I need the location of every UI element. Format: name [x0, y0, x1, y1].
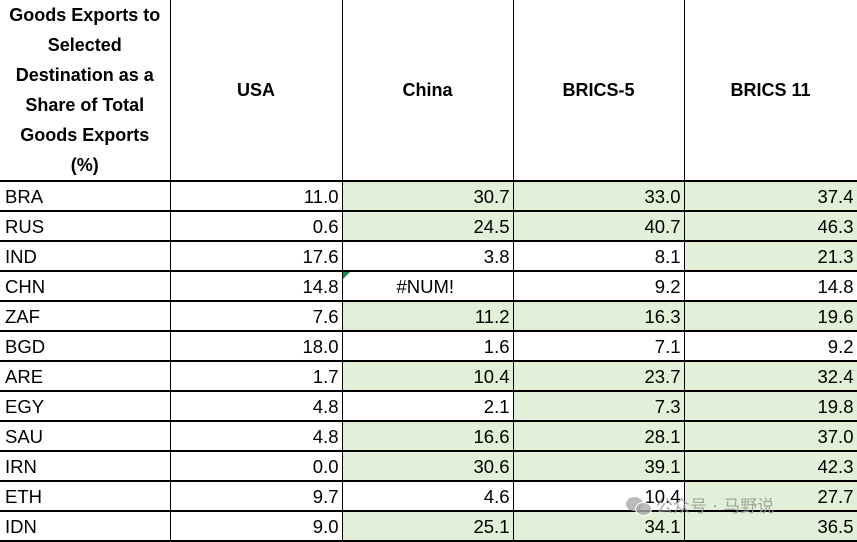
value-cell: 16.6: [342, 421, 514, 452]
value-cell: 21.3: [684, 241, 857, 272]
value-cell: 32.4: [684, 361, 857, 392]
table-row: IND 17.6 3.8 8.1 21.3: [0, 241, 857, 272]
value-cell: 18.0: [170, 331, 343, 362]
value-cell: 7.6: [170, 301, 343, 332]
value-cell: 10.4: [342, 361, 514, 392]
country-code-cell: ETH: [0, 481, 171, 512]
country-code-cell: IRN: [0, 451, 171, 482]
header-line: Destination as a: [15, 65, 154, 85]
table-row: ETH 9.7 4.6 10.4 27.7: [0, 481, 857, 512]
value-cell: 4.8: [170, 421, 343, 452]
country-code-cell: ARE: [0, 361, 171, 392]
value-cell: 0.0: [170, 451, 343, 482]
country-code-cell: RUS: [0, 211, 171, 242]
header-line: Selected: [47, 35, 122, 55]
country-code-cell: BRA: [0, 181, 171, 212]
country-code-cell: EGY: [0, 391, 171, 422]
value-cell: 0.6: [170, 211, 343, 242]
value-cell: 23.7: [513, 361, 685, 392]
column-header-brics-11: BRICS 11: [684, 0, 857, 182]
value-cell: 7.3: [513, 391, 685, 422]
value-cell: 30.6: [342, 451, 514, 482]
value-cell: 42.3: [684, 451, 857, 482]
value-cell: 11.2: [342, 301, 514, 332]
value-cell: 1.7: [170, 361, 343, 392]
value-cell: 17.6: [170, 241, 343, 272]
table-row: BGD 18.0 1.6 7.1 9.2: [0, 331, 857, 362]
table-row: IRN 0.0 30.6 39.1 42.3: [0, 451, 857, 482]
value-cell: 39.1: [513, 451, 685, 482]
header-line: Goods Exports: [20, 125, 150, 145]
value-cell: 37.4: [684, 181, 857, 212]
value-cell: 9.2: [684, 331, 857, 362]
table-row: BRA 11.0 30.7 33.0 37.4: [0, 181, 857, 212]
header-line: Goods Exports to: [9, 5, 161, 25]
table-row: CHN 14.8 #NUM! 9.2 14.8: [0, 271, 857, 302]
header-row: Goods Exports to Selected Destination as…: [0, 0, 857, 182]
value-cell: 14.8: [684, 271, 857, 302]
table-row: ARE 1.7 10.4 23.7 32.4: [0, 361, 857, 392]
value-cell: 30.7: [342, 181, 514, 212]
table-row: RUS 0.6 24.5 40.7 46.3: [0, 211, 857, 242]
error-value-cell: #NUM!: [342, 271, 514, 302]
value-cell: 25.1: [342, 511, 514, 542]
table-row: EGY 4.8 2.1 7.3 19.8: [0, 391, 857, 422]
value-cell: 9.2: [513, 271, 685, 302]
country-code-cell: IDN: [0, 511, 171, 542]
table-row: SAU 4.8 16.6 28.1 37.0: [0, 421, 857, 452]
value-cell: 9.7: [170, 481, 343, 512]
value-cell: 24.5: [342, 211, 514, 242]
error-value-text: #NUM!: [396, 276, 455, 297]
value-cell: 37.0: [684, 421, 857, 452]
value-cell: 3.8: [342, 241, 514, 272]
table-row: ZAF 7.6 11.2 16.3 19.6: [0, 301, 857, 332]
table-row: IDN 9.0 25.1 34.1 36.5: [0, 511, 857, 542]
value-cell: 27.7: [684, 481, 857, 512]
value-cell: 19.6: [684, 301, 857, 332]
value-cell: 2.1: [342, 391, 514, 422]
value-cell: 40.7: [513, 211, 685, 242]
country-code-cell: SAU: [0, 421, 171, 452]
value-cell: 10.4: [513, 481, 685, 512]
value-cell: 28.1: [513, 421, 685, 452]
country-code-cell: BGD: [0, 331, 171, 362]
value-cell: 8.1: [513, 241, 685, 272]
column-header-usa: USA: [170, 0, 343, 182]
value-cell: 46.3: [684, 211, 857, 242]
value-cell: 19.8: [684, 391, 857, 422]
value-cell: 4.8: [170, 391, 343, 422]
value-cell: 16.3: [513, 301, 685, 332]
value-cell: 1.6: [342, 331, 514, 362]
value-cell: 7.1: [513, 331, 685, 362]
error-indicator-icon: [342, 272, 350, 279]
header-description-cell: Goods Exports to Selected Destination as…: [0, 0, 171, 182]
value-cell: 9.0: [170, 511, 343, 542]
value-cell: 33.0: [513, 181, 685, 212]
country-code-cell: CHN: [0, 271, 171, 302]
column-header-china: China: [342, 0, 514, 182]
column-header-brics-5: BRICS-5: [513, 0, 685, 182]
header-line: (%): [70, 155, 99, 175]
value-cell: 11.0: [170, 181, 343, 212]
country-code-cell: IND: [0, 241, 171, 272]
country-code-cell: ZAF: [0, 301, 171, 332]
value-cell: 34.1: [513, 511, 685, 542]
value-cell: 36.5: [684, 511, 857, 542]
value-cell: 14.8: [170, 271, 343, 302]
header-line: Share of Total: [25, 95, 145, 115]
value-cell: 4.6: [342, 481, 514, 512]
